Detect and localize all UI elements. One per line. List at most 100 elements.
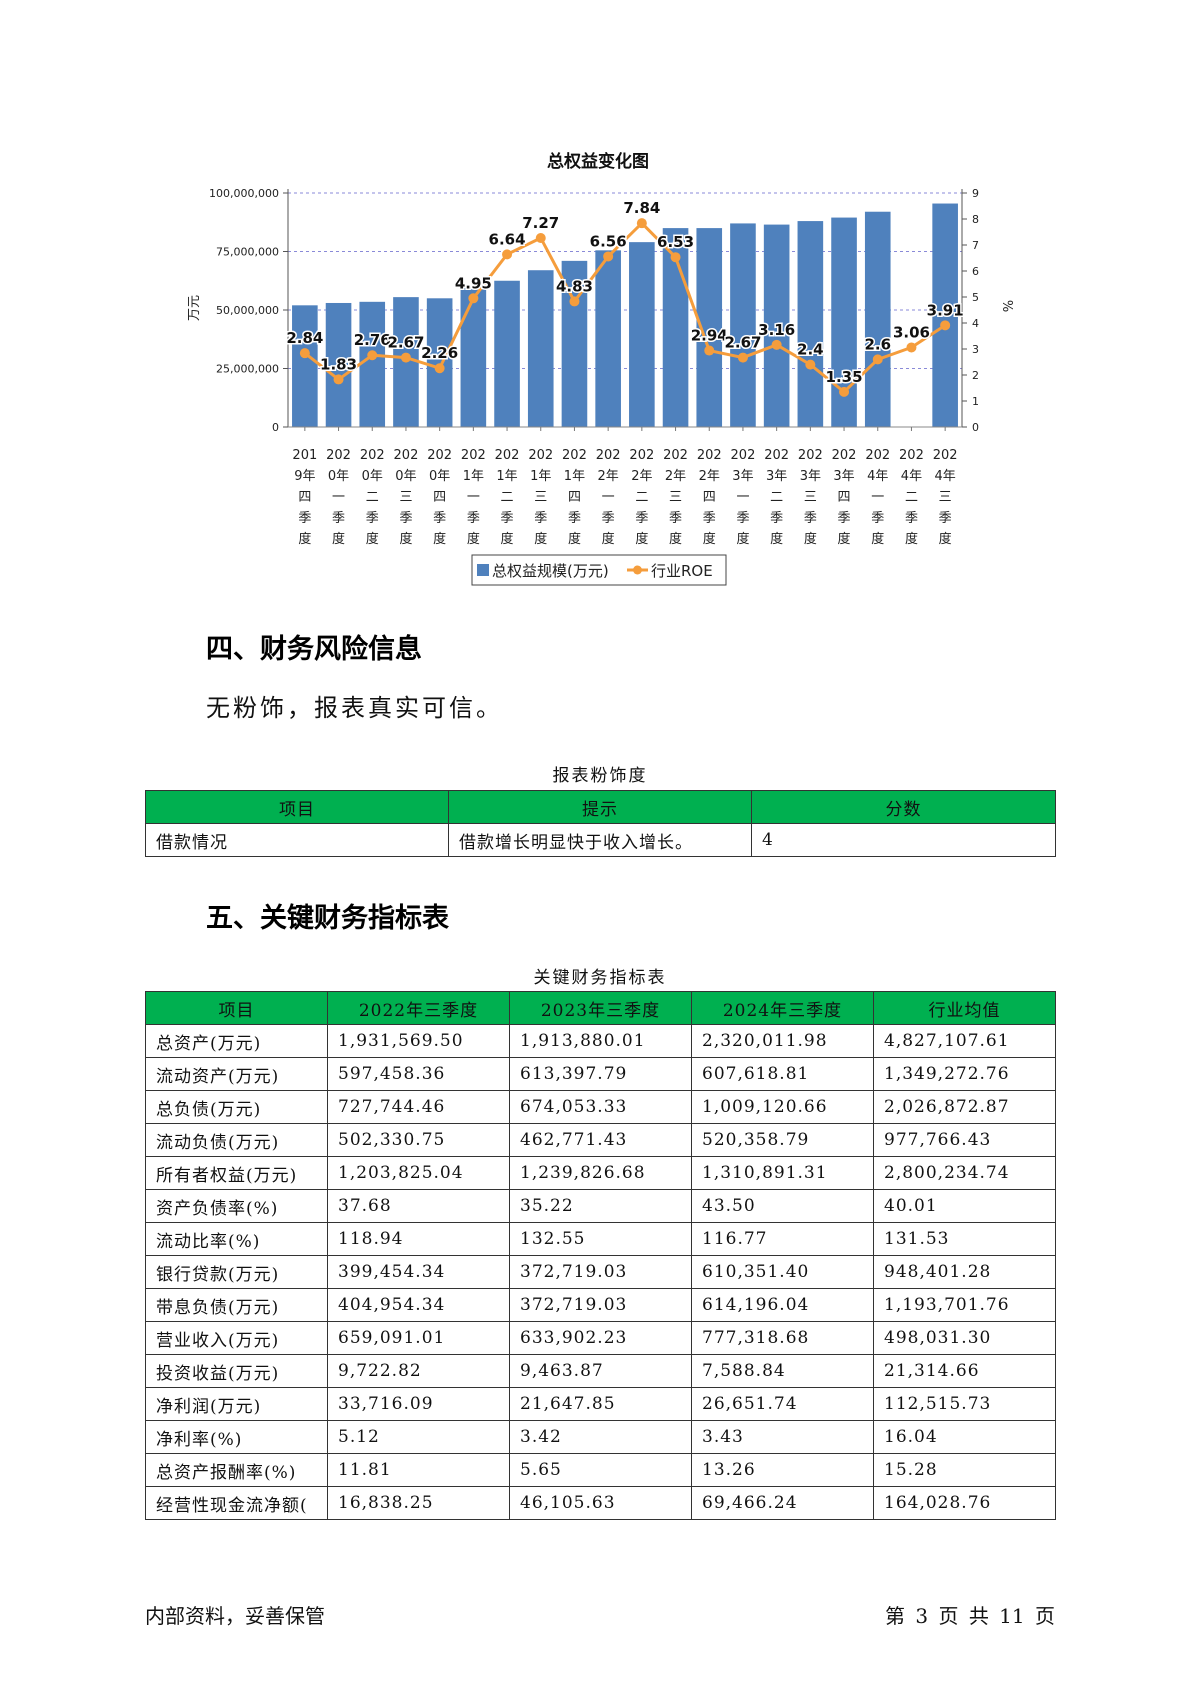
x-tick-label: 0年: [395, 469, 416, 484]
roe-data-label: 2.6: [864, 335, 891, 353]
legend-box: [471, 554, 727, 586]
header-cell: 分数: [751, 790, 1056, 824]
left-tick-label: 100,000,000: [209, 187, 279, 200]
x-tick-label: 2年: [665, 469, 686, 484]
x-tick-label: 度: [602, 531, 615, 547]
x-tick-label: 202: [394, 448, 419, 463]
x-tick-label: 四: [703, 490, 716, 505]
x-tick-label: 季: [298, 511, 311, 526]
table-cell: 1,349,272.76: [873, 1057, 1056, 1091]
table-cell: 727,744.46: [327, 1090, 510, 1124]
x-tick-label: 度: [534, 531, 547, 547]
x-tick-label: 三: [534, 490, 547, 505]
equity-bar: [595, 250, 621, 427]
table-cell: 16,838.25: [327, 1486, 510, 1520]
x-tick-label: 度: [433, 531, 446, 547]
section5-heading: 五、关键财务指标表: [206, 903, 449, 934]
x-tick-label: 季: [871, 511, 884, 526]
x-tick-label: 一: [871, 490, 884, 505]
table-cell: 7,588.84: [691, 1354, 874, 1388]
table-cell: 1,931,569.50: [327, 1024, 510, 1058]
x-tick-label: 季: [838, 511, 851, 526]
equity-bar: [763, 224, 790, 427]
row-label-cell: 总资产(万元): [145, 1024, 328, 1058]
table-cell: 404,954.34: [327, 1288, 510, 1322]
x-tick-label: 四: [433, 490, 446, 505]
x-tick-label: 季: [467, 511, 480, 526]
table-cell: 9,722.82: [327, 1354, 510, 1388]
x-tick-label: 四: [298, 490, 311, 505]
row-label-cell: 银行贷款(万元): [145, 1255, 328, 1289]
table-row: 资产负债率(%) 37.68 35.22 43.50 40.01: [145, 1189, 1056, 1223]
table-cell: 26,651.74: [691, 1387, 874, 1421]
x-tick-label: 2年: [631, 469, 652, 484]
roe-data-label: 7.27: [522, 214, 559, 232]
chart-axes: 0 25,000,000 50,000,000 75,000,000 100,000,0…: [209, 187, 979, 434]
x-tick-label: 202: [697, 448, 722, 463]
table-cell: 43.50: [691, 1189, 874, 1223]
right-tick-label: 8: [972, 213, 979, 226]
x-tick-label: 3年: [766, 469, 787, 484]
x-tick-label: 度: [332, 531, 345, 547]
right-tick-label: 5: [972, 291, 979, 304]
chart-gridlines: [288, 192, 962, 369]
table-cell: 21,647.85: [509, 1387, 692, 1421]
x-tick-label: 3年: [732, 469, 753, 484]
roe-point: [737, 352, 748, 363]
x-tick-label: 二: [905, 490, 918, 505]
table-row: 净利率(%) 5.12 3.42 3.43 16.04: [145, 1420, 1056, 1454]
x-tick-label: 1年: [496, 469, 517, 484]
table-row: 银行贷款(万元) 399,454.34 372,719.03 610,351.40 94…: [145, 1255, 1056, 1289]
header-cell: 项目: [145, 790, 449, 824]
table-cell: 948,401.28: [873, 1255, 1056, 1289]
x-tick-label: 二: [635, 490, 648, 505]
x-tick-label: 季: [366, 511, 379, 526]
table-cell: 4: [751, 823, 1056, 857]
table-header-row: 项目 2022年三季度 2023年三季度 2024年三季度 行业均值: [145, 991, 1056, 1025]
x-tick-label: 三: [669, 490, 682, 505]
roe-data-label: 2.26: [421, 344, 458, 362]
table-cell: 37.68: [327, 1189, 510, 1223]
roe-point: [333, 374, 344, 385]
right-tick-label: 9: [972, 187, 979, 200]
roe-point: [872, 354, 883, 365]
x-tick-label: 度: [467, 531, 480, 547]
row-label-cell: 营业收入(万元): [145, 1321, 328, 1355]
x-tick-label: 季: [635, 511, 648, 526]
x-tick-label: 季: [602, 511, 615, 526]
table-cell: 46,105.63: [509, 1486, 692, 1520]
table-cell: 462,771.43: [509, 1123, 692, 1157]
kpi-table-caption: 关键财务指标表: [533, 968, 667, 988]
roe-point: [299, 348, 310, 359]
roe-data-label: 7.84: [623, 199, 660, 217]
x-tick-label: 202: [731, 448, 756, 463]
table-cell: 2,026,872.87: [873, 1090, 1056, 1124]
table-cell: 1,203,825.04: [327, 1156, 510, 1190]
roe-data-label: 3.06: [893, 323, 930, 341]
roe-data-label: 6.53: [657, 233, 694, 251]
roe-point: [940, 320, 951, 331]
roe-point: [502, 249, 513, 260]
equity-bar: [494, 280, 520, 427]
table-cell: 613,397.79: [509, 1057, 692, 1091]
equity-bar: [629, 242, 655, 427]
x-tick-label: 0年: [362, 469, 383, 484]
equity-bar: [797, 221, 824, 427]
x-tick-label: 季: [939, 511, 952, 526]
table-cell: 164,028.76: [873, 1486, 1056, 1520]
chart-title: 总权益变化图: [547, 151, 649, 172]
right-tick-label: 4: [972, 317, 979, 330]
table-row: 营业收入(万元) 659,091.01 633,902.23 777,318.68 49…: [145, 1321, 1056, 1355]
table-cell: 1,009,120.66: [691, 1090, 874, 1124]
x-tick-label: 202: [865, 448, 890, 463]
table-cell: 4,827,107.61: [873, 1024, 1056, 1058]
header-cell: 提示: [448, 790, 752, 824]
left-tick-label: 0: [272, 421, 279, 434]
table-cell: 1,193,701.76: [873, 1288, 1056, 1322]
x-tick-label: 2年: [598, 469, 619, 484]
table-cell: 1,913,880.01: [509, 1024, 692, 1058]
roe-data-label: 3.91: [927, 301, 964, 319]
x-tick-label: 二: [501, 490, 514, 505]
x-tick-label: 202: [629, 448, 654, 463]
header-cell: 2022年三季度: [327, 991, 510, 1025]
